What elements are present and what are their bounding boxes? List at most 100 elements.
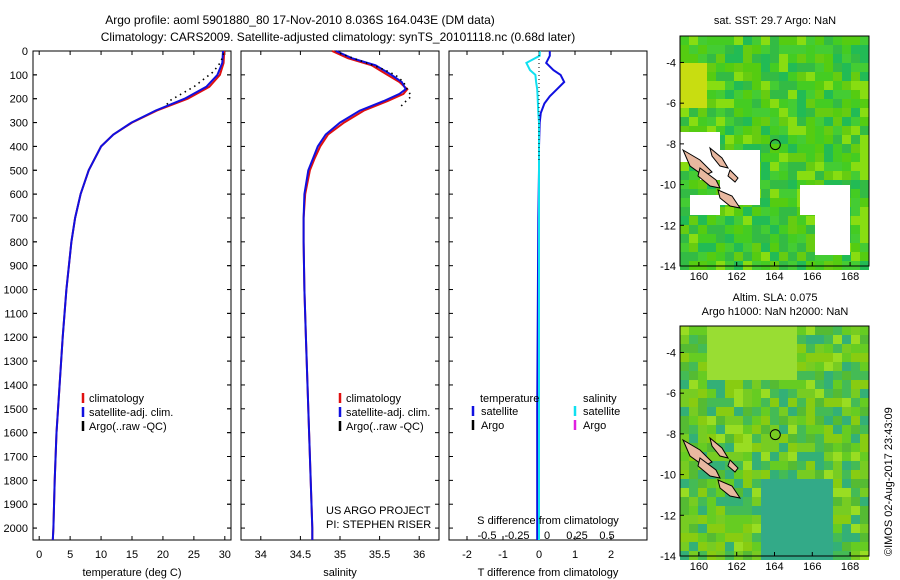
legend-label: climatology <box>346 393 402 405</box>
map-cell <box>689 54 698 63</box>
map-cell <box>761 398 770 407</box>
map-cell <box>779 533 788 542</box>
map-cell <box>851 425 860 434</box>
map-cell <box>761 470 770 479</box>
map-cell <box>779 63 788 72</box>
map-cell <box>752 63 761 72</box>
x-tick-label: 36 <box>413 549 425 561</box>
map-cell <box>806 434 815 443</box>
map-cell <box>788 524 797 533</box>
map-cell <box>680 425 689 434</box>
map-cell <box>842 45 851 54</box>
map-cell <box>779 515 788 524</box>
map-cell <box>833 144 842 153</box>
pi-annotation: PI: STEPHEN RISER <box>326 519 431 531</box>
map-cell <box>770 234 779 243</box>
map-cell <box>698 90 707 99</box>
map-cell <box>743 416 752 425</box>
map-cell <box>806 497 815 506</box>
map-cell <box>734 533 743 542</box>
depth-tick-label: 1900 <box>4 499 28 511</box>
map-cell <box>806 461 815 470</box>
map-cell <box>815 515 824 524</box>
map-cell <box>752 90 761 99</box>
map-cell <box>797 180 806 189</box>
map-cell <box>860 380 869 389</box>
map-cell <box>734 380 743 389</box>
map-cell <box>788 216 797 225</box>
map-cell <box>752 72 761 81</box>
map-cell <box>806 171 815 180</box>
map-cell <box>734 243 743 252</box>
s-diff-label: S difference from climatology <box>477 515 619 527</box>
map-cell <box>743 135 752 144</box>
depth-tick-label: 1500 <box>4 404 28 416</box>
project-annotation: US ARGO PROJECT <box>326 505 431 517</box>
map-cell <box>734 252 743 261</box>
map-cell <box>761 344 770 353</box>
map-cell <box>716 72 725 81</box>
map-cell <box>842 515 851 524</box>
map-y-tick-label: -12 <box>660 510 676 522</box>
map-cell <box>842 180 851 189</box>
map-cell <box>806 99 815 108</box>
map-cell <box>815 407 824 416</box>
map-cell <box>779 189 788 198</box>
land-island <box>709 436 730 459</box>
map-cell <box>698 380 707 389</box>
map-cell <box>797 326 806 335</box>
map-cell <box>752 344 761 353</box>
map-cell <box>734 344 743 353</box>
map-x-tick-label: 162 <box>728 271 746 283</box>
map-cell <box>851 126 860 135</box>
map-cell <box>842 371 851 380</box>
map-cell <box>752 45 761 54</box>
map-cell <box>752 371 761 380</box>
map-cell <box>734 90 743 99</box>
map-cell <box>797 371 806 380</box>
map-cell <box>743 234 752 243</box>
map-cell <box>842 99 851 108</box>
map-cell <box>842 380 851 389</box>
map-cell <box>770 198 779 207</box>
map-cell <box>761 425 770 434</box>
map-cell <box>716 533 725 542</box>
map-cell <box>788 81 797 90</box>
argo-series-line <box>339 52 413 109</box>
map-cell <box>689 479 698 488</box>
map-cell <box>779 470 788 479</box>
map-cell <box>797 54 806 63</box>
map-cell <box>734 144 743 153</box>
map-cell <box>752 488 761 497</box>
map-cell <box>833 72 842 81</box>
map-cell <box>734 389 743 398</box>
map-cell <box>779 416 788 425</box>
map-cell <box>851 63 860 72</box>
map-cell <box>680 434 689 443</box>
map-cell <box>689 252 698 261</box>
map-cell <box>779 36 788 45</box>
map-cell <box>734 497 743 506</box>
map-cell <box>842 326 851 335</box>
map-cell <box>860 416 869 425</box>
map-cell <box>761 443 770 452</box>
map-cell <box>788 398 797 407</box>
map-cell <box>779 380 788 389</box>
map-cell <box>815 72 824 81</box>
map-cell <box>788 117 797 126</box>
map-cell <box>716 99 725 108</box>
map-cell <box>716 389 725 398</box>
map-cell <box>725 389 734 398</box>
map-cell <box>698 99 707 108</box>
map-cell <box>743 45 752 54</box>
map-cell <box>734 416 743 425</box>
map-cell <box>779 425 788 434</box>
map-cell <box>689 335 698 344</box>
map-cell <box>761 234 770 243</box>
map-cell <box>860 63 869 72</box>
map-cell <box>680 189 689 198</box>
map-cell <box>680 443 689 452</box>
salinity-panel: 34 34.5 35 35.5 36 salinity climatology satel… <box>240 50 440 579</box>
map-cell <box>788 362 797 371</box>
x-tick-label: 30 <box>219 549 231 561</box>
